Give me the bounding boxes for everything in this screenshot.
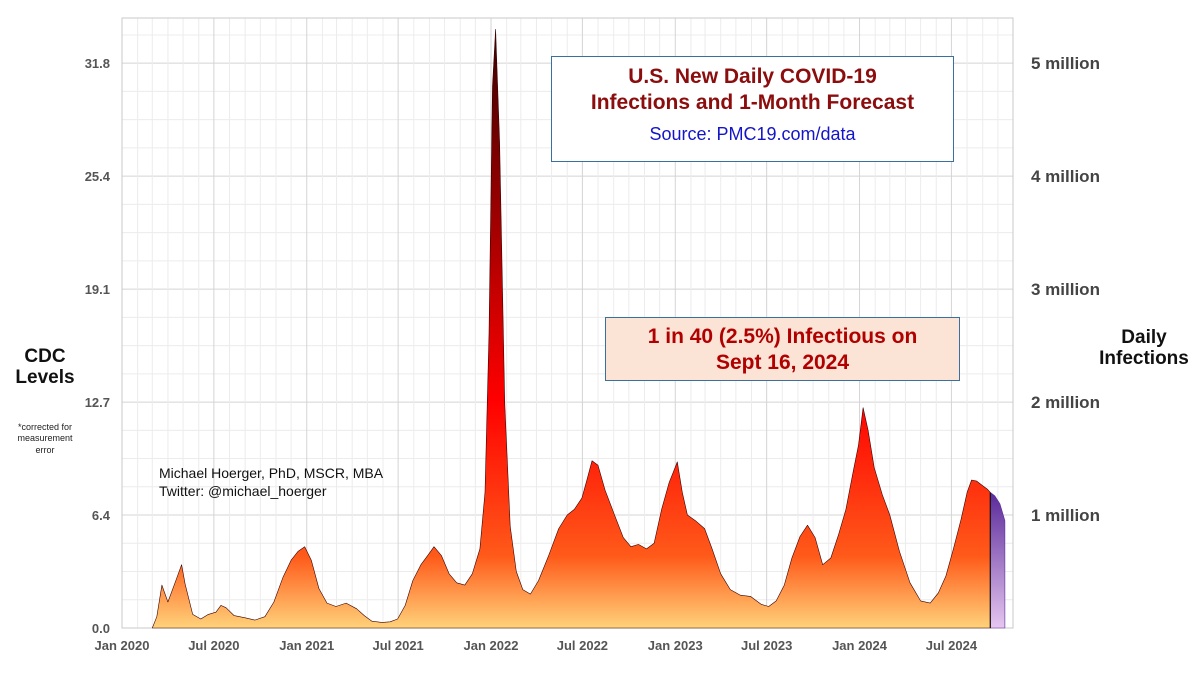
- observed-infections-area: [152, 29, 991, 629]
- credit-name: Michael Hoerger, PhD, MSCR, MBA: [159, 465, 384, 481]
- right-tick-label: 4 million: [1031, 167, 1100, 186]
- left-axis-title-line2: Levels: [15, 367, 75, 389]
- left-tick-label: 19.1: [85, 282, 110, 297]
- chart-source: Source: PMC19.com/data: [649, 124, 856, 144]
- left-axis-note-line1: *corrected for: [17, 422, 73, 432]
- right-tick-label: 1 million: [1031, 506, 1100, 525]
- x-tick-label: Jan 2020: [95, 638, 150, 653]
- x-axis-ticks: Jan 2020 Jul 2020 Jan 2021 Jul 2021 Jan 2022…: [95, 638, 978, 653]
- left-tick-label: 0.0: [92, 621, 110, 636]
- callout-line1: 1 in 40 (2.5%) Infectious on: [647, 325, 918, 348]
- right-axis-title-line1: Daily: [1121, 327, 1167, 348]
- chart-title-line1: U.S. New Daily COVID-19: [628, 65, 877, 88]
- x-tick-label: Jan 2023: [648, 638, 703, 653]
- left-tick-label: 25.4: [85, 169, 111, 184]
- left-axis-title: CDC Levels: [4, 346, 86, 389]
- right-axis-ticks: 1 million 2 million 3 million 4 million 5 mi…: [1031, 54, 1100, 525]
- right-axis-title: Daily Infections: [1090, 327, 1198, 370]
- left-tick-label: 12.7: [85, 395, 110, 410]
- left-tick-label: 6.4: [92, 508, 111, 523]
- x-tick-label: Jul 2020: [188, 638, 239, 653]
- left-tick-label: 31.8: [85, 56, 110, 71]
- x-tick-label: Jan 2024: [832, 638, 888, 653]
- left-axis-title-line1: CDC: [24, 346, 66, 367]
- infectious-callout: 1 in 40 (2.5%) Infectious on Sept 16, 20…: [605, 317, 960, 381]
- right-tick-label: 2 million: [1031, 393, 1100, 412]
- x-tick-label: Jan 2021: [279, 638, 334, 653]
- left-axis-note: *corrected for measurement error: [4, 422, 86, 456]
- credit-twitter: Twitter: @michael_hoerger: [159, 483, 327, 499]
- right-tick-label: 3 million: [1031, 280, 1100, 299]
- x-tick-label: Jul 2022: [557, 638, 608, 653]
- chart-title-box: U.S. New Daily COVID-19 Infections and 1…: [551, 56, 954, 162]
- x-tick-label: Jan 2022: [464, 638, 519, 653]
- x-tick-label: Jul 2024: [926, 638, 978, 653]
- author-credit: Michael Hoerger, PhD, MSCR, MBA Twitter:…: [159, 464, 383, 500]
- x-tick-label: Jul 2021: [372, 638, 423, 653]
- left-axis-note-line3: error: [35, 444, 55, 455]
- area-layer: [152, 29, 1006, 629]
- right-axis-title-line2: Infections: [1099, 348, 1189, 370]
- forecast-infections-area: [990, 491, 1006, 629]
- x-tick-label: Jul 2023: [741, 638, 792, 653]
- left-axis-note-line2: measurement: [17, 433, 73, 444]
- chart-title-line2: Infections and 1-Month Forecast: [590, 91, 915, 114]
- right-tick-label: 5 million: [1031, 54, 1100, 73]
- left-axis-ticks: 0.0 6.4 12.7 19.1 25.4 31.8: [85, 56, 111, 636]
- callout-line2: Sept 16, 2024: [715, 351, 850, 374]
